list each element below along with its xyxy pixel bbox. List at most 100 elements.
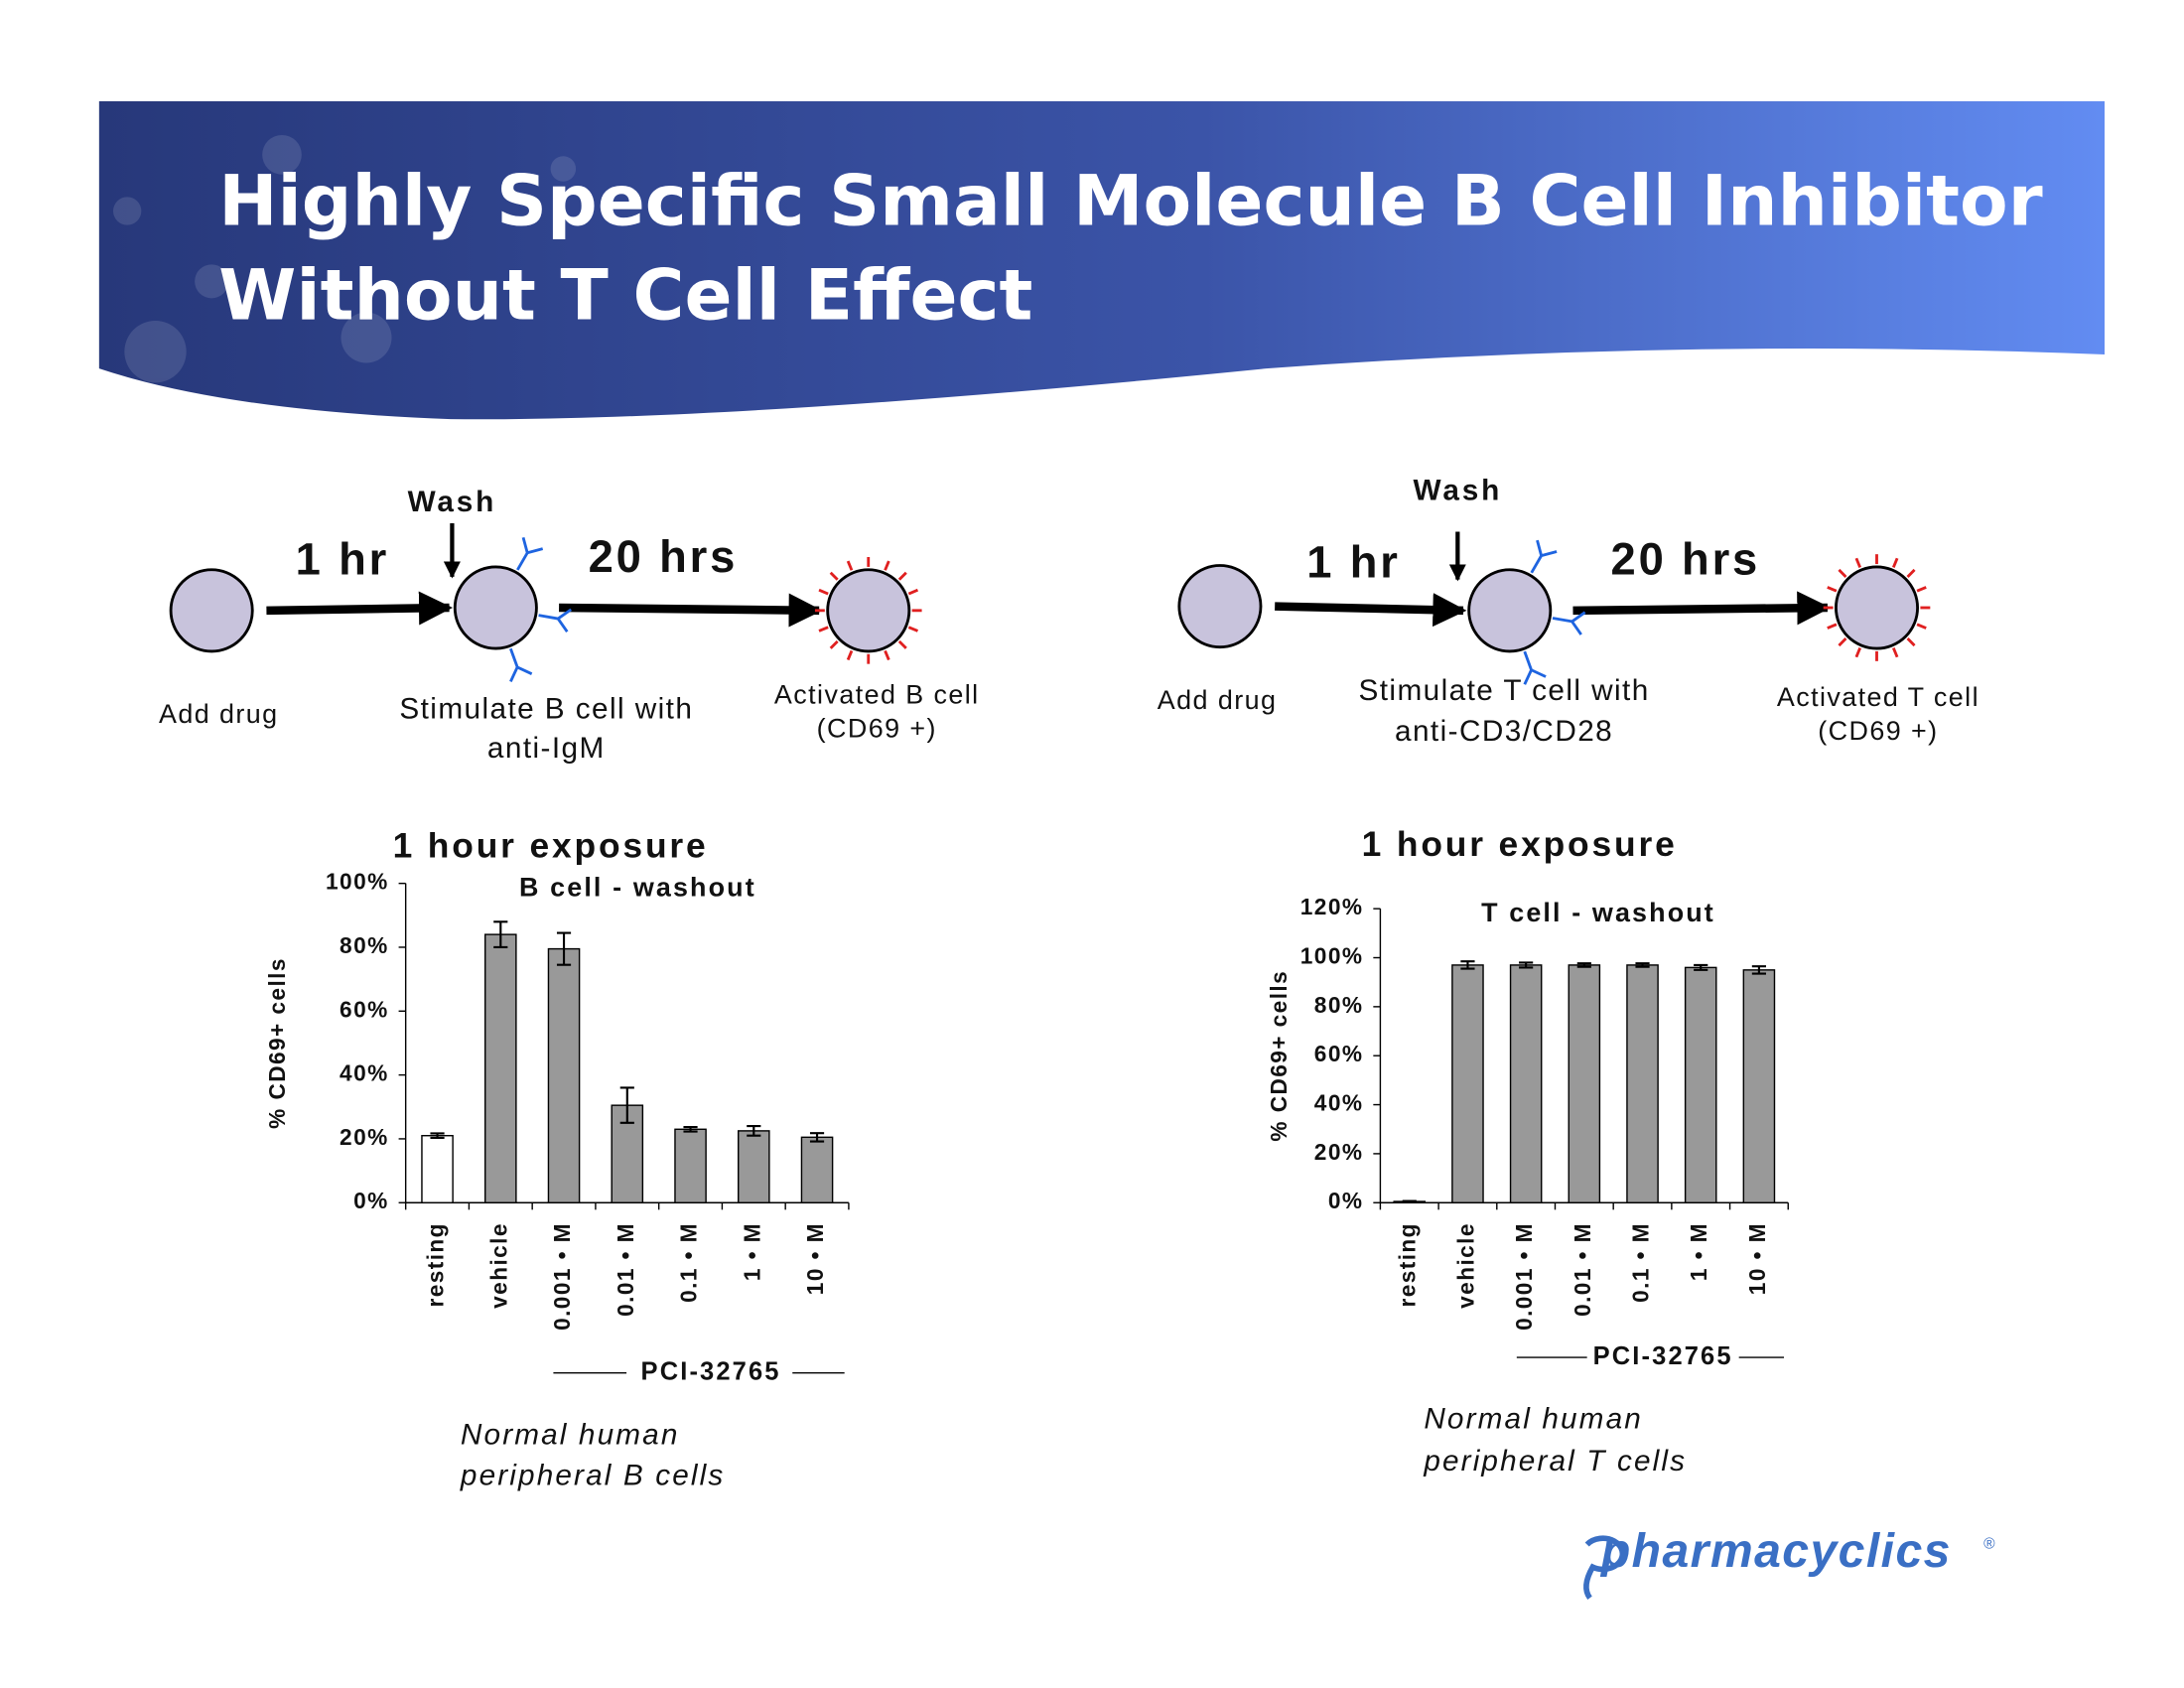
error-bar [1576,962,1591,968]
result-label: Activated B cell [774,679,980,709]
step-label: 1 hr [1306,536,1400,587]
antibody [509,647,533,683]
logo-text: pharmacyclics [1599,1524,1952,1578]
activation-spike [1891,647,1899,658]
bar [1568,964,1601,1203]
y-tick-label: 100% [326,869,389,895]
chart-subtitle: T cell - washout [1481,898,1715,927]
arrow [1572,591,1832,626]
stimulate-label: Stimulate T cell with [1358,674,1649,707]
antibody [1552,611,1586,635]
x-tick-label: 1 • M [1686,1222,1711,1281]
stimulate-label: Stimulate B cell with [399,692,693,725]
cell [1835,565,1920,650]
y-tick-label: 60% [340,996,389,1022]
step-label: 20 hrs [589,531,739,582]
chart-title: 1 hour exposure [393,826,709,866]
wash-label: Wash [408,486,497,518]
y-tick-label: 40% [340,1060,389,1086]
start-label: Add drug [1158,685,1278,715]
x-tick-label: 0.001 • M [549,1222,575,1331]
cell [1177,564,1263,649]
x-tick-label: 10 • M [1744,1222,1770,1295]
arrow [266,591,453,626]
cell [826,568,911,653]
chart-subtitle: B cell - washout [519,872,756,902]
stimulate-label: anti-CD3/CD28 [1395,715,1613,748]
antibody [538,608,573,633]
bar [421,1135,454,1203]
x-tick-label: vehicle [485,1222,511,1309]
activation-spike [1916,623,1927,630]
error-bar [430,1132,445,1140]
caption: peripheral T cells [1423,1445,1687,1477]
wash-label: Wash [1414,475,1503,507]
chart-title: 1 hour exposure [1362,824,1678,864]
chart: 1 hour exposure B cell - washout % CD69+ c… [264,826,850,1491]
error-bar [747,1125,761,1137]
error-bar [809,1132,825,1143]
error-bar [1694,963,1708,971]
error-bar [556,931,572,966]
x-tick-label: 0.01 • M [1570,1222,1595,1317]
header: Highly Specific Small Molecule B Cell In… [98,101,2105,420]
logo: pharmacyclics ® [1583,1524,1995,1601]
x-tick-label: 0.1 • M [676,1222,702,1303]
error-bar [1635,962,1650,968]
chart: 1 hour exposure T cell - washout % CD69+ c… [1266,824,1789,1477]
x-tick-label: 10 • M [802,1222,828,1295]
activation-spike [1916,586,1927,593]
activation-spike [1854,647,1862,658]
caption: Normal human [1424,1403,1643,1436]
antibody [1530,539,1558,574]
diagram: 1 hr 20 hrs Wash Add drug Stimulate T cell w… [1158,475,1979,748]
activation-spike [818,626,829,633]
bar [484,933,517,1203]
activation-spike [1854,557,1862,568]
logo-mark: ® [1983,1536,1995,1553]
step-label: 20 hrs [1611,534,1761,585]
activation-spike [818,588,829,596]
bar [738,1130,770,1203]
activation-spike [829,571,839,581]
result-label: Activated T cell [1777,682,1979,712]
x-tick-label: vehicle [1452,1222,1478,1309]
y-tick-label: 80% [340,932,389,958]
activation-spike [1827,623,1838,630]
error-bar [683,1125,698,1133]
y-axis-label: % CD69+ cells [264,957,290,1129]
cell [453,565,538,650]
header-bubbles [113,135,577,383]
slide-title: Without T Cell Effect [218,254,1032,337]
y-tick-label: 20% [340,1124,389,1150]
y-tick-label: 0% [353,1188,389,1213]
activation-spike [897,639,907,649]
bar [547,947,581,1203]
x-tick-label: resting [423,1222,449,1307]
x-tick-label: 1 • M [739,1222,764,1281]
activation-spike [1906,637,1916,647]
y-tick-label: 80% [1314,992,1364,1018]
cell [1467,568,1553,653]
y-tick-label: 40% [1314,1090,1364,1116]
bar [800,1136,834,1203]
y-axis-label: % CD69+ cells [1266,970,1292,1142]
error-bar [1751,965,1766,975]
activation-spike [1891,557,1899,568]
group-label: PCI-32765 [641,1357,781,1385]
error-bar [493,920,508,949]
arrow [559,593,823,628]
bar [1451,964,1484,1203]
antibody [1523,650,1547,685]
x-tick-label: resting [1395,1222,1421,1307]
caption: Normal human [461,1418,680,1451]
error-bar [1460,960,1475,970]
activation-spike [829,639,839,649]
x-tick-label: 0.01 • M [613,1222,638,1317]
activation-spike [846,649,854,661]
error-bar [619,1086,634,1124]
antibody [516,536,544,571]
activation-spike [907,626,919,633]
activation-spike [907,588,919,596]
